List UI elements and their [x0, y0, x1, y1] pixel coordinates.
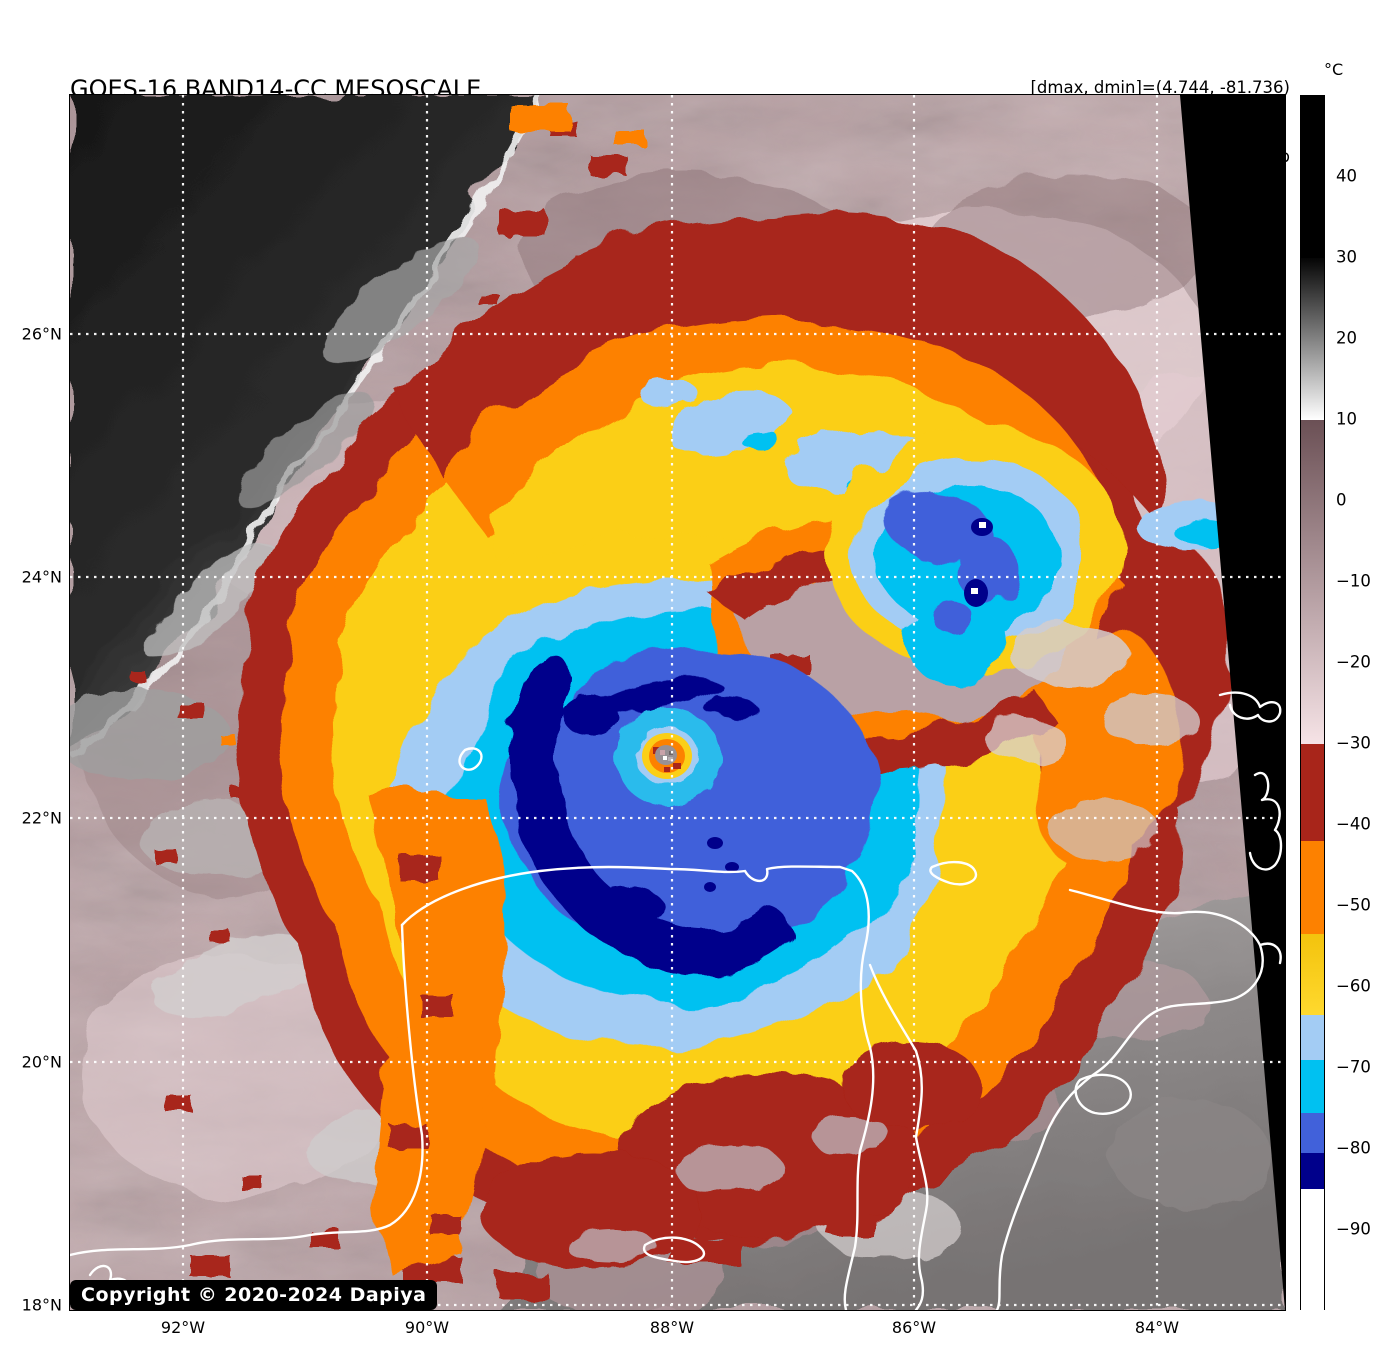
lon-label: 88°W: [649, 1318, 695, 1337]
west-orange-band: [368, 795, 506, 1275]
coastline-isla: [642, 1236, 706, 1264]
colorbar-tick-label: 0: [1336, 490, 1347, 510]
colorbar-tick-label: 10: [1336, 409, 1357, 429]
lat-label: 26°N: [21, 324, 62, 344]
lat-label: 20°N: [21, 1052, 62, 1072]
lat-label: 22°N: [21, 808, 62, 828]
colorbar-tick-label: −80: [1336, 1138, 1371, 1158]
satellite-map[interactable]: [69, 94, 1286, 1311]
coastline-florida: [1248, 771, 1283, 871]
warm-gaps-south: [565, 1115, 890, 1263]
lon-label: 86°W: [891, 1318, 937, 1337]
colorbar: [1300, 95, 1325, 1311]
northeast-cold-blob: [825, 428, 1245, 685]
satellite-image: [70, 95, 1285, 1310]
colorbar-segment: [1301, 1112, 1324, 1154]
colorbar-segment: [1301, 1015, 1324, 1060]
colorbar-tick-label: −70: [1336, 1057, 1371, 1077]
coastline-keys-b: [1258, 942, 1282, 965]
colorbar-tick-label: 30: [1336, 247, 1357, 267]
colorbar-tick-label: −10: [1336, 571, 1371, 591]
lat-label: 18°N: [21, 1295, 62, 1315]
gray-patches-east: [985, 625, 1198, 860]
coastline-island-loop: [1074, 1073, 1132, 1115]
colorbar-segment: [1301, 841, 1324, 935]
lon-label: 90°W: [404, 1318, 450, 1337]
range-info: [dmax, dmin]=(4.744, -81.736): [1030, 78, 1291, 97]
coastlines: [70, 691, 1283, 1310]
colorbar-tick-label: −60: [1336, 976, 1371, 996]
coastline-inner: [868, 963, 929, 1310]
colorbar-tick-label: −90: [1336, 1219, 1371, 1239]
colorbar-tick-label: −50: [1336, 895, 1371, 915]
coastline-keys-a: [1218, 691, 1282, 723]
colorbar-tick-label: −20: [1336, 652, 1371, 672]
colorbar-segment: [1301, 744, 1324, 842]
hurricane-eye: [615, 708, 721, 806]
coastline-cuba: [995, 888, 1264, 1310]
coastline-lagoon: [458, 747, 483, 771]
colorbar-segment: [1301, 1059, 1324, 1113]
coastline-yucatan: [400, 865, 875, 1310]
north-arc-dark-red: [400, 210, 1163, 525]
colorbar-tick-label: −30: [1336, 733, 1371, 753]
hurricane: [234, 210, 1245, 1299]
coastline-bay: [929, 860, 978, 886]
copyright-badge: Copyright © 2020-2024 Dapiya: [70, 1280, 438, 1310]
colorbar-tick-label: 20: [1336, 328, 1357, 348]
colorbar-tick-label: 40: [1336, 166, 1357, 186]
colorbar-unit-label: °C: [1324, 60, 1344, 79]
colorbar-segment: [1301, 96, 1324, 258]
no-data-wedge: [1180, 95, 1285, 1310]
colorbar-segment: [1301, 934, 1324, 1016]
lon-label: 92°W: [160, 1318, 206, 1337]
lat-label: 24°N: [21, 567, 62, 587]
coldest-navy-bands: [510, 656, 792, 977]
colorbar-segment: [1301, 1189, 1324, 1311]
colorbar-tick-label: −40: [1336, 814, 1371, 834]
colorbar-segment: [1301, 420, 1324, 744]
coastline-campeche: [70, 923, 424, 1257]
lon-label: 84°W: [1134, 1318, 1180, 1337]
colorbar-segment: [1301, 1153, 1324, 1190]
north-arc-orange: [440, 318, 1120, 565]
colorbar-segment: [1301, 258, 1324, 420]
